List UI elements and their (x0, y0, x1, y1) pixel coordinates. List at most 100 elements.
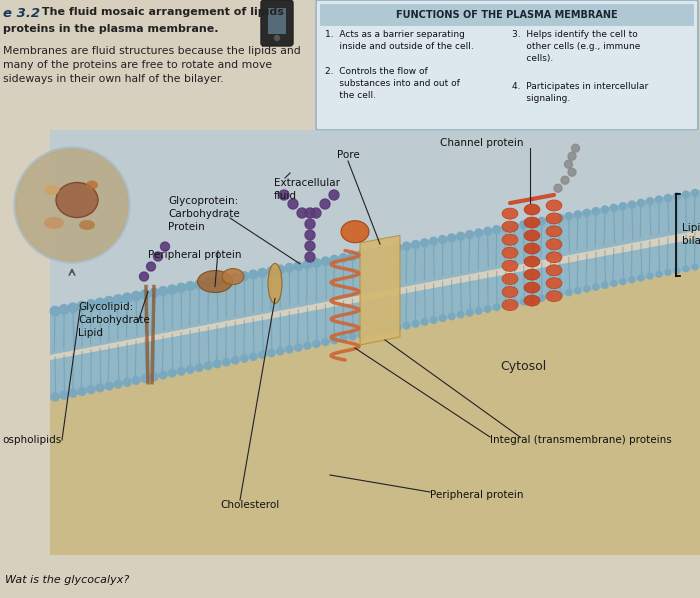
Circle shape (664, 269, 671, 276)
Circle shape (104, 382, 113, 390)
Ellipse shape (546, 252, 562, 263)
Circle shape (645, 197, 654, 206)
Circle shape (50, 392, 60, 402)
Circle shape (420, 238, 429, 248)
Circle shape (329, 190, 339, 200)
Circle shape (374, 246, 384, 256)
Circle shape (538, 294, 545, 302)
Ellipse shape (546, 226, 562, 237)
Circle shape (239, 271, 249, 281)
Circle shape (76, 301, 88, 312)
Circle shape (619, 202, 627, 210)
Circle shape (168, 369, 176, 378)
Circle shape (538, 216, 546, 225)
Circle shape (573, 210, 582, 219)
Circle shape (568, 152, 576, 160)
Circle shape (691, 189, 699, 197)
Ellipse shape (502, 300, 518, 310)
Circle shape (610, 203, 618, 212)
Text: ospholipids: ospholipids (2, 435, 62, 445)
Circle shape (185, 281, 195, 291)
Ellipse shape (268, 264, 282, 303)
FancyBboxPatch shape (320, 4, 694, 26)
Circle shape (68, 303, 78, 313)
Ellipse shape (546, 213, 562, 224)
Circle shape (146, 262, 155, 271)
Circle shape (213, 359, 222, 368)
Circle shape (564, 212, 573, 221)
Circle shape (69, 389, 78, 398)
Circle shape (564, 160, 573, 168)
Circle shape (511, 300, 519, 307)
Circle shape (248, 270, 258, 279)
Circle shape (150, 373, 159, 382)
Circle shape (203, 277, 214, 288)
Circle shape (140, 289, 150, 300)
Ellipse shape (524, 256, 540, 267)
Circle shape (78, 387, 87, 396)
FancyBboxPatch shape (261, 0, 293, 46)
Circle shape (104, 296, 115, 306)
Circle shape (565, 289, 573, 297)
Circle shape (321, 338, 330, 346)
Ellipse shape (524, 204, 540, 215)
Circle shape (356, 249, 366, 260)
Text: Cholesterol: Cholesterol (220, 500, 279, 510)
Circle shape (60, 390, 69, 400)
Circle shape (240, 354, 248, 363)
Circle shape (610, 280, 617, 287)
Circle shape (492, 225, 501, 234)
Circle shape (465, 230, 474, 239)
Circle shape (311, 208, 321, 218)
Circle shape (655, 271, 662, 278)
FancyBboxPatch shape (316, 0, 698, 130)
Ellipse shape (502, 208, 518, 219)
Circle shape (402, 322, 411, 329)
Circle shape (204, 361, 213, 370)
Circle shape (592, 283, 599, 291)
Polygon shape (50, 190, 700, 355)
Circle shape (692, 264, 699, 270)
Circle shape (95, 383, 105, 392)
Circle shape (601, 282, 608, 289)
Text: Integral (transmembrane) proteins: Integral (transmembrane) proteins (490, 435, 672, 445)
Circle shape (141, 374, 150, 383)
Text: Channel protein: Channel protein (440, 138, 524, 148)
Circle shape (258, 268, 267, 278)
Circle shape (528, 218, 537, 227)
Circle shape (358, 331, 365, 339)
Circle shape (122, 292, 132, 303)
Circle shape (167, 284, 177, 295)
Circle shape (249, 352, 258, 361)
Circle shape (520, 298, 528, 306)
Text: 2.  Controls the flow of
     substances into and out of
     the cell.: 2. Controls the flow of substances into … (325, 67, 460, 100)
Circle shape (493, 303, 500, 311)
Ellipse shape (546, 277, 562, 289)
Text: FUNCTIONS OF THE PLASMA MEMBRANE: FUNCTIONS OF THE PLASMA MEMBRANE (396, 10, 618, 20)
Circle shape (293, 261, 303, 271)
Circle shape (628, 200, 636, 209)
Text: The fluid mosaic arrangement of lipids: The fluid mosaic arrangement of lipids (38, 7, 284, 17)
Circle shape (230, 273, 240, 283)
Circle shape (654, 196, 663, 204)
Polygon shape (360, 236, 400, 345)
Circle shape (321, 256, 330, 266)
Circle shape (330, 336, 339, 344)
Circle shape (502, 301, 510, 309)
Circle shape (231, 356, 239, 365)
Ellipse shape (45, 185, 60, 195)
Circle shape (305, 208, 315, 218)
Circle shape (384, 245, 393, 254)
Text: Peripheral protein: Peripheral protein (430, 490, 524, 500)
Circle shape (312, 258, 321, 268)
Circle shape (194, 279, 204, 289)
Circle shape (288, 199, 298, 209)
Circle shape (547, 292, 554, 300)
Circle shape (412, 320, 419, 328)
Circle shape (158, 286, 169, 297)
Circle shape (312, 340, 321, 348)
Circle shape (160, 242, 169, 251)
Circle shape (340, 334, 348, 343)
Circle shape (571, 144, 580, 152)
Circle shape (285, 345, 293, 353)
